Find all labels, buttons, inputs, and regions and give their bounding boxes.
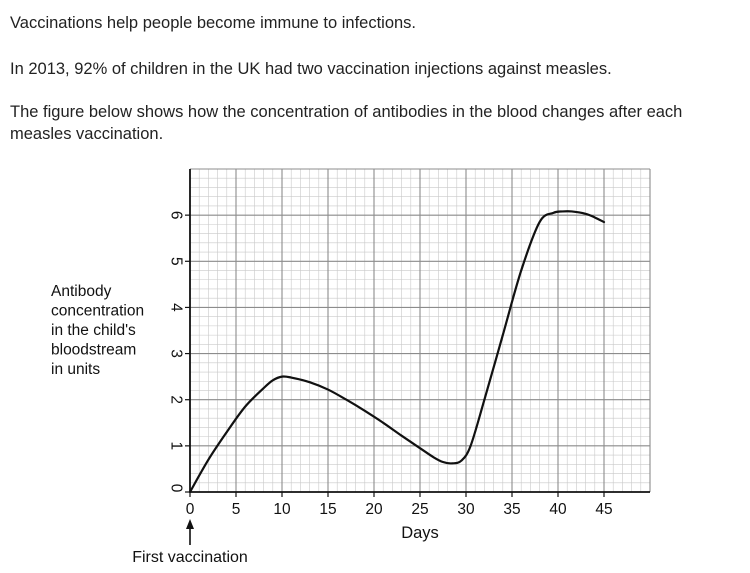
y-tick-label: 1: [168, 442, 185, 451]
x-tick-label: 30: [457, 501, 475, 518]
y-tick-label: 2: [168, 395, 185, 404]
y-axis-label-line: Antibody: [51, 283, 112, 300]
x-axis-ticks: 0 5 10 15 20 25 30 35 40 45: [186, 492, 613, 518]
series-layer: [188, 210, 606, 494]
y-axis-label-line: in the child's: [51, 322, 136, 339]
x-axis-label: Days: [401, 524, 439, 542]
first-vaccination-arrow: [186, 519, 194, 545]
x-tick-label: 35: [503, 501, 520, 518]
first-vaccination-label: First vaccination: [132, 549, 248, 566]
x-tick-label: 25: [411, 501, 428, 518]
statistic-paragraph: In 2013, 92% of children in the UK had t…: [10, 60, 612, 78]
y-tick-label: 5: [168, 257, 185, 266]
x-tick-label: 45: [595, 501, 612, 518]
y-axis-label-line: in units: [51, 361, 100, 378]
y-axis-ticks: 0 1 2 3 4 5 6: [168, 211, 190, 493]
x-tick-label: 20: [365, 501, 383, 518]
major-grid: [189, 168, 651, 493]
y-axis-label-line: bloodstream: [51, 342, 136, 359]
x-tick-label: 15: [319, 501, 336, 518]
intro-paragraph: Vaccinations help people become immune t…: [10, 14, 417, 32]
x-tick-label: 0: [186, 501, 195, 518]
antibody-concentration-line: [188, 210, 606, 494]
figure-caption: The figure below shows how the concentra…: [10, 103, 683, 143]
x-tick-label: 40: [549, 501, 567, 518]
arrow-head: [186, 519, 194, 529]
y-tick-label: 3: [168, 349, 185, 358]
y-tick-label: 6: [168, 211, 185, 220]
y-tick-label: 0: [168, 484, 185, 493]
x-tick-label: 10: [273, 501, 291, 518]
x-tick-label: 5: [232, 501, 241, 518]
y-tick-label: 4: [168, 303, 185, 312]
y-axis-label: Antibody concentration in the child's blood…: [51, 283, 144, 378]
y-axis-label-line: concentration: [51, 303, 144, 320]
